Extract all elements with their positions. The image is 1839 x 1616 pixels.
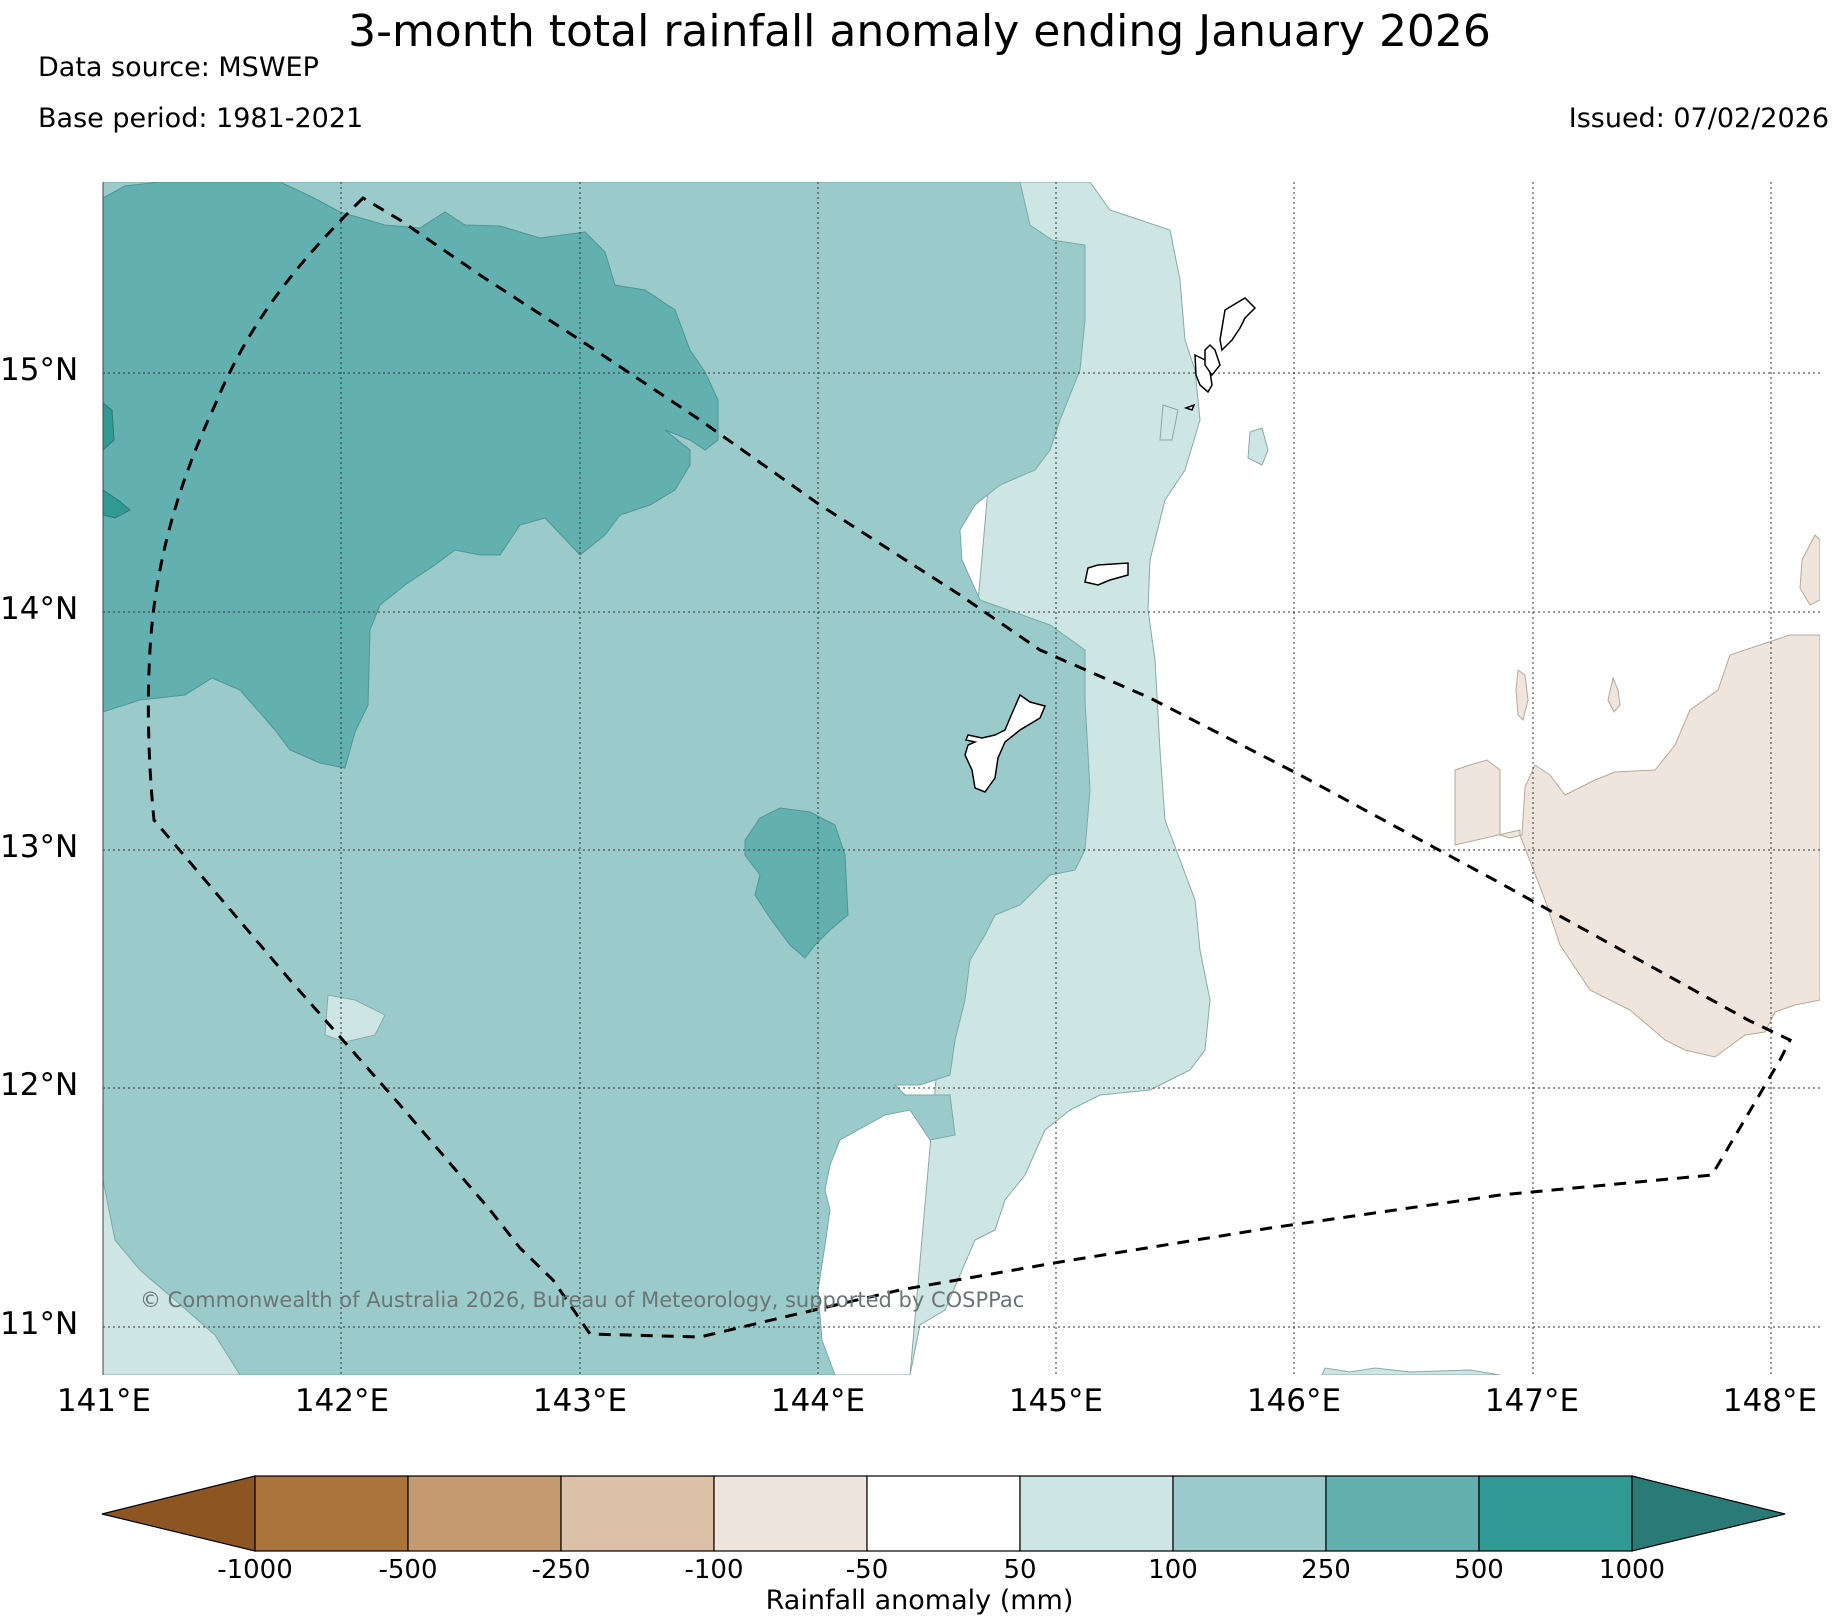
lat-label-11n: 11°N bbox=[0, 1306, 79, 1342]
lon-label-147e: 147°E bbox=[1484, 1383, 1580, 1419]
island-aguijan bbox=[1183, 403, 1196, 411]
anomaly-region-hole bbox=[324, 994, 386, 1043]
base-period-label: Base period: 1981-2021 bbox=[38, 103, 364, 134]
colorbar-tick: -100 bbox=[684, 1555, 744, 1585]
lat-label-13n: 13°N bbox=[0, 829, 79, 865]
lon-label-146e: 146°E bbox=[1246, 1383, 1342, 1419]
lat-label-15n: 15°N bbox=[0, 352, 79, 388]
lon-label-142e: 142°E bbox=[294, 1383, 390, 1419]
region-boundary bbox=[146, 196, 1793, 1339]
colorbar-extend-low bbox=[101, 1475, 256, 1552]
colorbar-swatch-6 bbox=[1019, 1475, 1174, 1552]
anomaly-region-500-1000-b bbox=[103, 489, 131, 519]
colorbar-tick: 250 bbox=[1301, 1555, 1351, 1585]
map-title: 3-month total rainfall anomaly ending Ja… bbox=[348, 6, 1491, 57]
colorbar-tick: 500 bbox=[1454, 1555, 1504, 1585]
lat-label-14n: 14°N bbox=[0, 591, 79, 627]
island-rota bbox=[1084, 562, 1129, 586]
anomaly-patch-north-a bbox=[1159, 404, 1179, 441]
lon-label-141e: 141°E bbox=[56, 1383, 152, 1419]
island-guam bbox=[964, 693, 1047, 793]
colorbar-label: Rainfall anomaly (mm) bbox=[765, 1585, 1074, 1616]
anomaly-patch-east-b bbox=[1607, 676, 1621, 713]
graticule bbox=[103, 182, 1820, 1375]
colorbar-extend-high bbox=[1631, 1475, 1786, 1552]
colorbar-swatch-7 bbox=[1172, 1475, 1327, 1552]
colorbar-tick: 50 bbox=[1003, 1555, 1037, 1585]
colorbar-tick: -50 bbox=[845, 1555, 889, 1585]
colorbar-tick: -1000 bbox=[217, 1555, 293, 1585]
lon-label-148e: 148°E bbox=[1722, 1383, 1818, 1419]
anomaly-region-500-1000-a bbox=[103, 402, 115, 451]
colorbar-swatch-3 bbox=[560, 1475, 715, 1552]
anomaly-region-250-500-central bbox=[744, 807, 849, 959]
anomaly-patch-east-a bbox=[1515, 669, 1529, 721]
colorbar-swatch-4 bbox=[713, 1475, 868, 1552]
colorbar-swatch-1 bbox=[254, 1475, 409, 1552]
lon-label-144e: 144°E bbox=[770, 1383, 866, 1419]
anomaly-patch-east-c bbox=[1799, 534, 1820, 606]
coastlines bbox=[964, 297, 1257, 793]
issued-date-label: Issued: 07/02/2026 bbox=[1568, 103, 1829, 134]
island-anatahan bbox=[1219, 297, 1257, 352]
lon-label-145e: 145°E bbox=[1008, 1383, 1104, 1419]
anomaly-patch-south-e bbox=[1321, 1367, 1501, 1375]
colorbar-tick: -250 bbox=[531, 1555, 591, 1585]
anomaly-region-neg-100-50 bbox=[1454, 634, 1820, 1058]
anomaly-region-250-500-nw bbox=[103, 182, 719, 769]
island-saipan bbox=[1204, 343, 1221, 377]
data-source-label: Data source: MSWEP bbox=[38, 52, 319, 83]
rainfall-anomaly-field bbox=[103, 182, 1820, 1375]
colorbar bbox=[101, 1475, 1786, 1552]
colorbar-swatch-9 bbox=[1478, 1475, 1633, 1552]
colorbar-swatch-5 bbox=[866, 1475, 1021, 1552]
lat-label-12n: 12°N bbox=[0, 1067, 79, 1103]
colorbar-tick: 1000 bbox=[1598, 1555, 1666, 1585]
anomaly-patch-north-b bbox=[1247, 427, 1269, 466]
colorbar-tick: 100 bbox=[1148, 1555, 1198, 1585]
colorbar-swatch-2 bbox=[407, 1475, 562, 1552]
lon-label-143e: 143°E bbox=[532, 1383, 628, 1419]
colorbar-tick: -500 bbox=[378, 1555, 438, 1585]
colorbar-swatch-8 bbox=[1325, 1475, 1480, 1552]
copyright-notice: © Commonwealth of Australia 2026, Bureau… bbox=[140, 1288, 1025, 1312]
